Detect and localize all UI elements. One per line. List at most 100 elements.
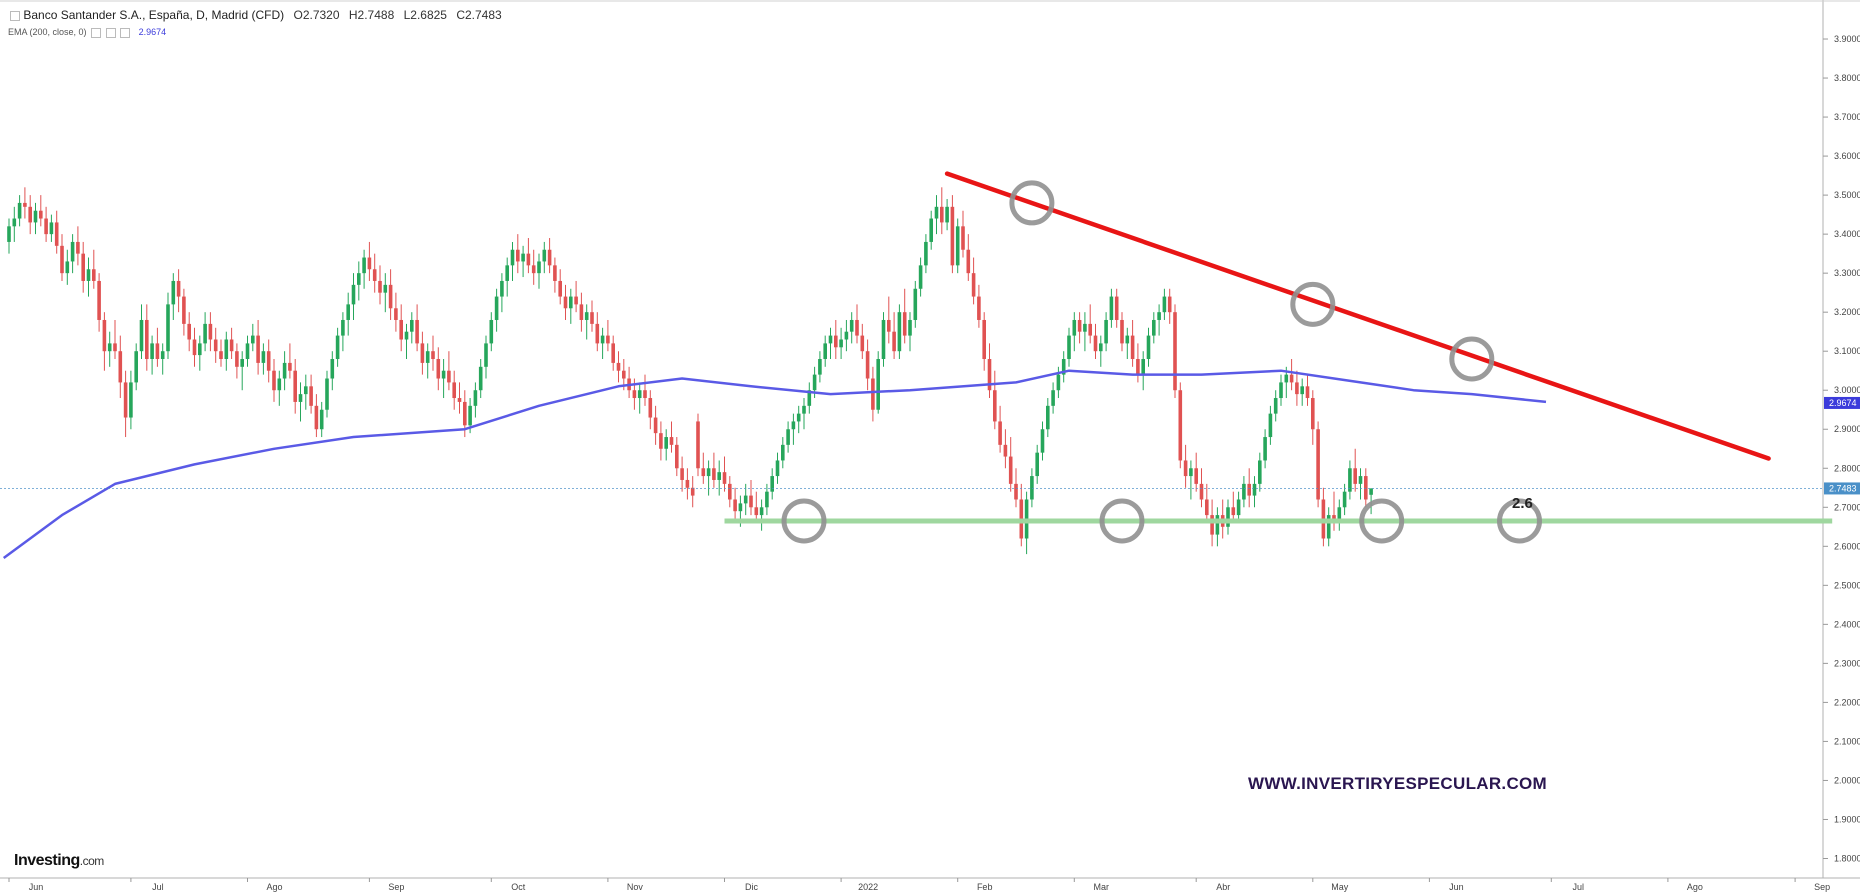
candle-body [97, 280, 101, 320]
candle-body [160, 351, 165, 360]
candle-body [325, 378, 329, 410]
candle-body [1125, 335, 1130, 344]
candle-body [987, 359, 992, 391]
candle-body [378, 280, 382, 293]
low-value: 2.6825 [410, 8, 447, 22]
candle-body [383, 284, 388, 293]
candle-body [452, 382, 456, 399]
candle-body [1003, 444, 1008, 457]
collapse-icon[interactable] [10, 10, 20, 21]
candle-body [637, 390, 642, 399]
candle-body [118, 351, 123, 383]
candle-body [1226, 507, 1230, 527]
candle-body [563, 296, 568, 309]
ema-value: 2.9674 [138, 27, 167, 37]
candle-body [706, 468, 711, 477]
candle-body [1178, 390, 1183, 461]
candle-body [1008, 456, 1013, 484]
candle-body [865, 351, 870, 379]
candle-body [860, 335, 865, 352]
y-tick-label: 3.4000 [1834, 229, 1860, 239]
candle-body [208, 323, 213, 340]
candle-body [1146, 335, 1151, 360]
candle-body [425, 351, 430, 363]
y-tick-label: 2.3000 [1834, 658, 1860, 668]
price-tag-box [1824, 482, 1860, 495]
hide-icon[interactable] [105, 27, 116, 38]
candle-body [855, 319, 859, 336]
candle-body [7, 226, 11, 242]
y-tick-label: 3.5000 [1834, 190, 1860, 200]
candle-body [537, 261, 541, 274]
candle-body [547, 249, 552, 266]
settings-icon[interactable] [91, 27, 102, 38]
candle-body [590, 312, 594, 324]
candle-body [913, 288, 918, 320]
logo-sub: .com [79, 854, 105, 868]
candle-body [92, 269, 96, 281]
candle-body [203, 323, 207, 344]
x-tick-label: Jun [29, 882, 44, 892]
candle-body [516, 249, 520, 262]
candle-body [293, 370, 297, 402]
candle-body [876, 359, 880, 410]
candle-body [653, 417, 658, 434]
candle-body [1268, 413, 1273, 438]
candle-body [484, 343, 488, 367]
candle-body [924, 241, 928, 266]
candle-body [341, 319, 345, 336]
candle-body [86, 269, 91, 281]
highlight-circle [781, 498, 827, 544]
candle-body [107, 343, 112, 352]
candle-body [28, 206, 32, 223]
candle-body [738, 503, 743, 512]
candle-body [526, 253, 531, 266]
candle-body [606, 335, 610, 344]
candle-body [198, 343, 202, 356]
candle-body [600, 335, 605, 344]
candle-body [574, 296, 578, 305]
candle-body [1263, 437, 1267, 461]
candle-body [314, 405, 319, 430]
candle-body [346, 304, 350, 320]
high-value: 2.7488 [357, 8, 395, 22]
candle-body [1247, 483, 1251, 496]
open-label: O [293, 8, 303, 22]
x-tick-label: Ago [1687, 882, 1703, 892]
candle-body [1167, 296, 1172, 313]
y-tick-label: 2.5000 [1834, 580, 1860, 590]
candle-body [765, 491, 769, 508]
highlight-circle [1009, 180, 1055, 226]
candle-body [1136, 359, 1140, 375]
highlight-circle [1359, 498, 1405, 544]
y-tick-label: 2.4000 [1834, 619, 1860, 629]
candle-body [1046, 405, 1050, 430]
close-icon[interactable] [120, 27, 131, 38]
candle-body [1215, 515, 1220, 535]
price-tag-label: 2.7483 [1829, 483, 1857, 493]
candle-body [648, 398, 653, 418]
candle-body [1252, 483, 1257, 496]
x-tick-label: Jun [1449, 882, 1464, 892]
x-tick-label: Abr [1216, 882, 1230, 892]
candle-body [1162, 296, 1167, 313]
candle-body [505, 265, 509, 281]
candle-body [701, 468, 706, 477]
candle-body [675, 444, 679, 469]
candle-body [123, 382, 128, 418]
candle-body [802, 405, 806, 414]
candle-body [940, 206, 944, 223]
candle-body [510, 249, 515, 266]
candle-body [357, 273, 361, 285]
candle-body [1205, 499, 1209, 516]
price-tag-box [1824, 396, 1860, 409]
candle-body [1157, 312, 1161, 320]
candle-body [1242, 483, 1246, 500]
candle-body [542, 249, 547, 262]
candle-body [632, 390, 637, 399]
candle-body [902, 312, 907, 336]
overlay-layer [0, 171, 1833, 560]
candle-body [176, 280, 181, 297]
candle-body [1369, 488, 1373, 495]
